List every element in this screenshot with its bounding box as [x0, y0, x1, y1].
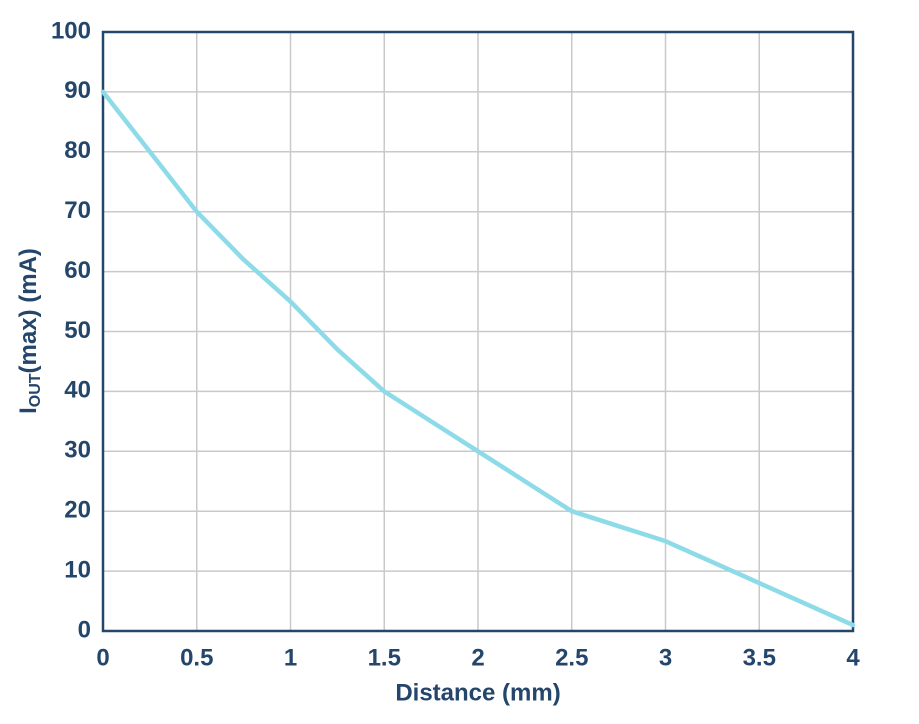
x-tick-label: 0 — [96, 644, 109, 671]
y-tick-label: 50 — [64, 317, 91, 344]
y-tick-label: 10 — [64, 556, 91, 583]
x-tick-label: 2.5 — [555, 644, 588, 671]
y-tick-label: 20 — [64, 497, 91, 524]
y-tick-label: 80 — [64, 137, 91, 164]
x-tick-label: 2 — [471, 644, 484, 671]
x-tick-label: 1 — [284, 644, 297, 671]
y-label-main: I — [15, 407, 42, 414]
y-tick-label: 70 — [64, 197, 91, 224]
x-tick-label: 3.5 — [743, 644, 776, 671]
y-tick-label: 90 — [64, 77, 91, 104]
plot-frame — [101, 30, 855, 633]
x-tick-label: 3 — [659, 644, 672, 671]
y-tick-label: 40 — [64, 377, 91, 404]
y-tick-label: 100 — [51, 17, 91, 44]
y-label-rest: (max) (mA) — [15, 248, 42, 373]
y-tick-label: 60 — [64, 257, 91, 284]
x-tick-label: 0.5 — [180, 644, 213, 671]
y-tick-label: 30 — [64, 437, 91, 464]
data-line — [100, 89, 856, 628]
y-label-subscript: OUT — [27, 373, 44, 407]
x-axis-label: Distance (mm) — [395, 679, 560, 706]
x-tick-label: 1.5 — [368, 644, 401, 671]
y-axis-label: IOUT(max) (mA) — [15, 248, 44, 414]
x-tick-label: 4 — [846, 644, 860, 671]
y-tick-label: 0 — [78, 616, 91, 643]
